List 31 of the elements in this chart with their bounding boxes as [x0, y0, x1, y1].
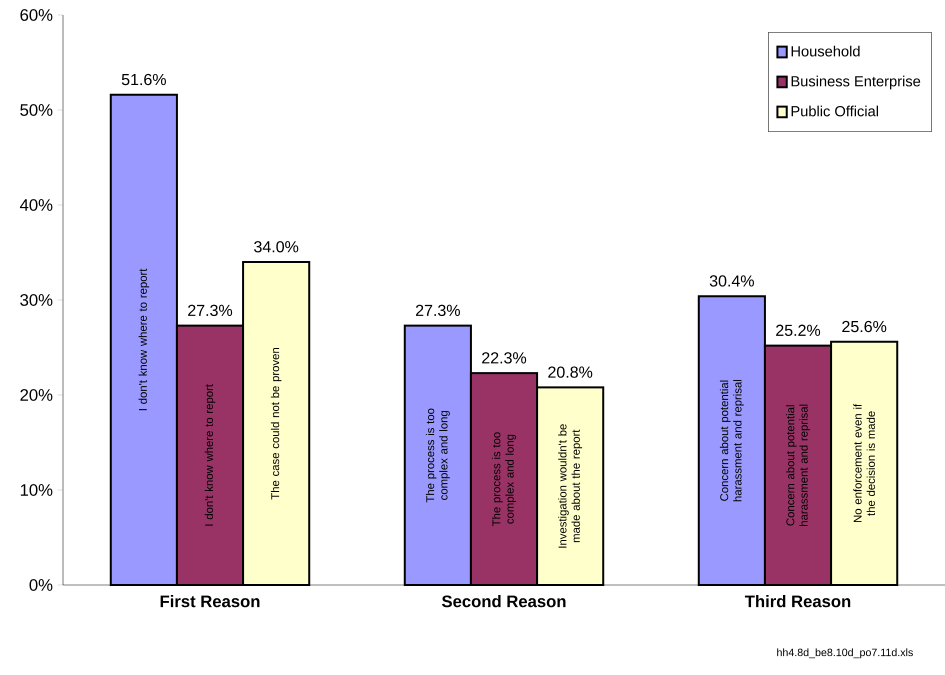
annotation: I don't know where to report: [138, 268, 150, 410]
data-label: 30.4%: [710, 275, 754, 287]
data-label: 25.6%: [842, 320, 886, 332]
legend-label: Business Enterprise: [792, 76, 920, 90]
annotation: The process is too complex and long: [492, 432, 516, 526]
legend-label: Household: [792, 46, 860, 56]
y-tick-label: 50%: [20, 104, 52, 116]
data-label: 51.6%: [122, 74, 166, 86]
annotation: Concern about potential harassment and reprisal: [720, 380, 744, 502]
x-tick-label: First Reason: [160, 595, 260, 608]
data-label: 22.3%: [482, 352, 526, 364]
data-label: 34.0%: [254, 241, 298, 252]
annotation: I don't know where to report: [204, 384, 216, 526]
y-tick-label: 0%: [30, 579, 52, 591]
annotation: The case could not be proven: [270, 348, 282, 500]
y-tick-label: 30%: [20, 294, 52, 306]
annotation: Concern about potential harassment and reprisal: [786, 404, 810, 526]
data-label: 20.8%: [548, 366, 592, 378]
x-tick-label: Third Reason: [744, 595, 850, 608]
x-tick-label: Second Reason: [442, 595, 566, 608]
legend-label: Public Official: [792, 106, 878, 116]
y-tick-label: 60%: [20, 9, 52, 21]
annotation: No enforcement even if the decision is made: [853, 404, 875, 522]
annotation: The process is too complex and long: [426, 408, 450, 502]
text: hh4.8d_be8.10d_po7.11d.xls: [777, 648, 913, 658]
data-label: 27.3%: [416, 304, 460, 316]
data-label: 25.2%: [776, 324, 820, 336]
y-tick-label: 10%: [20, 484, 52, 496]
data-label: 27.3%: [188, 304, 232, 316]
y-tick-label: 40%: [20, 199, 52, 211]
y-tick-label: 20%: [20, 389, 52, 401]
